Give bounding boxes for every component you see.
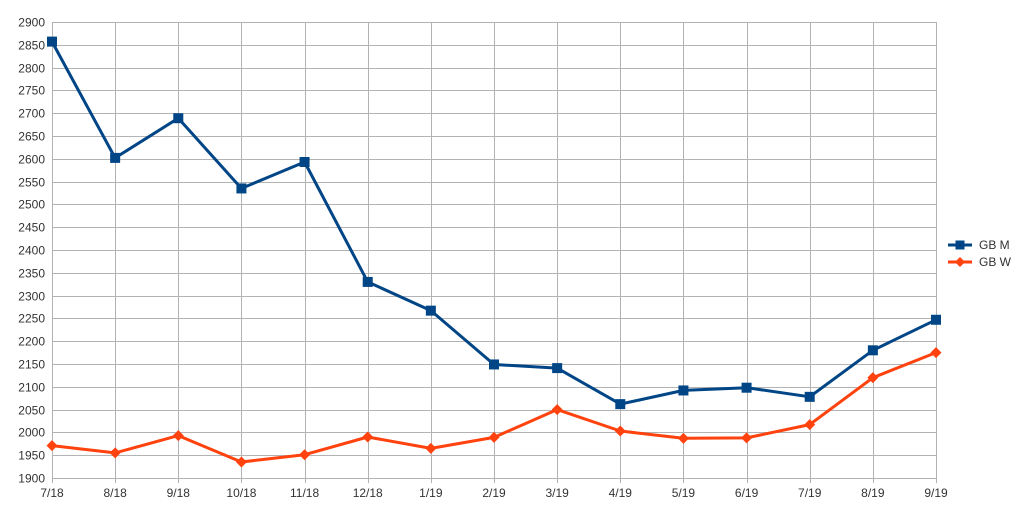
- data-point: [551, 404, 563, 416]
- data-point: [741, 382, 752, 393]
- x-tick-label: 10/18: [226, 486, 256, 500]
- y-tick-label: 2500: [18, 198, 45, 212]
- data-point: [299, 449, 311, 461]
- x-tick-label: 9/19: [924, 486, 948, 500]
- data-point: [867, 345, 878, 356]
- data-point: [173, 113, 184, 124]
- data-point: [804, 419, 816, 431]
- y-tick-label: 2550: [18, 176, 45, 190]
- x-tick-label: 2/19: [482, 486, 506, 500]
- y-tick-label: 2400: [18, 244, 45, 258]
- data-point: [804, 391, 815, 402]
- legend: GB M GB W: [948, 238, 1012, 269]
- data-point: [867, 372, 879, 384]
- y-tick-label: 2600: [18, 153, 45, 167]
- y-tick-label: 2250: [18, 312, 45, 326]
- y-tick-label: 2700: [18, 107, 45, 121]
- data-point: [488, 431, 500, 443]
- data-point: [741, 432, 753, 444]
- grid-lines: [52, 22, 937, 483]
- y-tick-label: 2450: [18, 221, 45, 235]
- y-tick-label: 2050: [18, 404, 45, 418]
- x-tick-label: 3/19: [545, 486, 569, 500]
- x-tick-label: 6/19: [735, 486, 759, 500]
- x-tick-label: 12/18: [353, 486, 383, 500]
- legend-item: GB W: [948, 255, 1012, 269]
- x-tick-label: 7/18: [40, 486, 64, 500]
- data-point: [362, 431, 374, 443]
- x-axis-tick-labels: 7/18 8/18 9/18 10/18 11/18 12/18 1/19 2/19 3/19 4…: [40, 486, 948, 500]
- y-tick-label: 1950: [18, 449, 45, 463]
- legend-marker: [955, 240, 965, 250]
- y-tick-label: 2800: [18, 62, 45, 76]
- legend-label: GB W: [979, 255, 1012, 269]
- y-tick-label: 2150: [18, 358, 45, 372]
- data-point: [552, 363, 563, 374]
- data-point: [615, 399, 626, 410]
- x-tick-label: 4/19: [609, 486, 633, 500]
- y-tick-label: 2850: [18, 39, 45, 53]
- series-0: [47, 36, 941, 410]
- y-tick-label: 2750: [18, 84, 45, 98]
- x-tick-label: 7/19: [798, 486, 822, 500]
- data-point: [425, 305, 436, 316]
- data-point: [172, 430, 184, 442]
- x-tick-label: 11/18: [290, 486, 319, 500]
- y-tick-label: 2300: [18, 290, 45, 304]
- y-tick-label: 2900: [18, 16, 45, 30]
- data-point: [931, 314, 941, 325]
- data-point: [489, 359, 499, 370]
- y-tick-label: 2200: [18, 335, 45, 349]
- y-axis-tick-labels: 1900 1950 2000 2050 2100 2150 2200 2250 2300 2350…: [18, 16, 45, 486]
- data-point: [614, 425, 626, 437]
- data-point: [236, 183, 247, 194]
- data-point: [425, 442, 437, 454]
- legend-item: GB M: [948, 238, 1010, 252]
- legend-label: GB M: [979, 238, 1010, 252]
- series-1: [46, 347, 942, 468]
- x-tick-label: 8/19: [861, 486, 885, 500]
- data-point: [299, 156, 310, 167]
- data-point: [110, 152, 121, 163]
- series-group: [46, 36, 942, 468]
- x-tick-label: 5/19: [672, 486, 696, 500]
- data-point: [46, 440, 58, 452]
- y-tick-label: 2100: [18, 381, 45, 395]
- data-point: [930, 347, 942, 359]
- y-tick-label: 2650: [18, 130, 45, 144]
- data-point: [678, 385, 689, 396]
- data-point: [109, 447, 121, 459]
- data-point: [362, 276, 373, 287]
- x-tick-label: 8/18: [103, 486, 127, 500]
- x-tick-label: 9/18: [167, 486, 191, 500]
- data-point: [677, 432, 689, 444]
- y-tick-label: 2000: [18, 426, 45, 440]
- data-point: [47, 36, 57, 47]
- data-point: [235, 456, 247, 468]
- y-tick-label: 1900: [18, 472, 45, 486]
- x-tick-label: 1/19: [419, 486, 443, 500]
- legend-marker: [955, 257, 965, 267]
- y-tick-label: 2350: [18, 267, 45, 281]
